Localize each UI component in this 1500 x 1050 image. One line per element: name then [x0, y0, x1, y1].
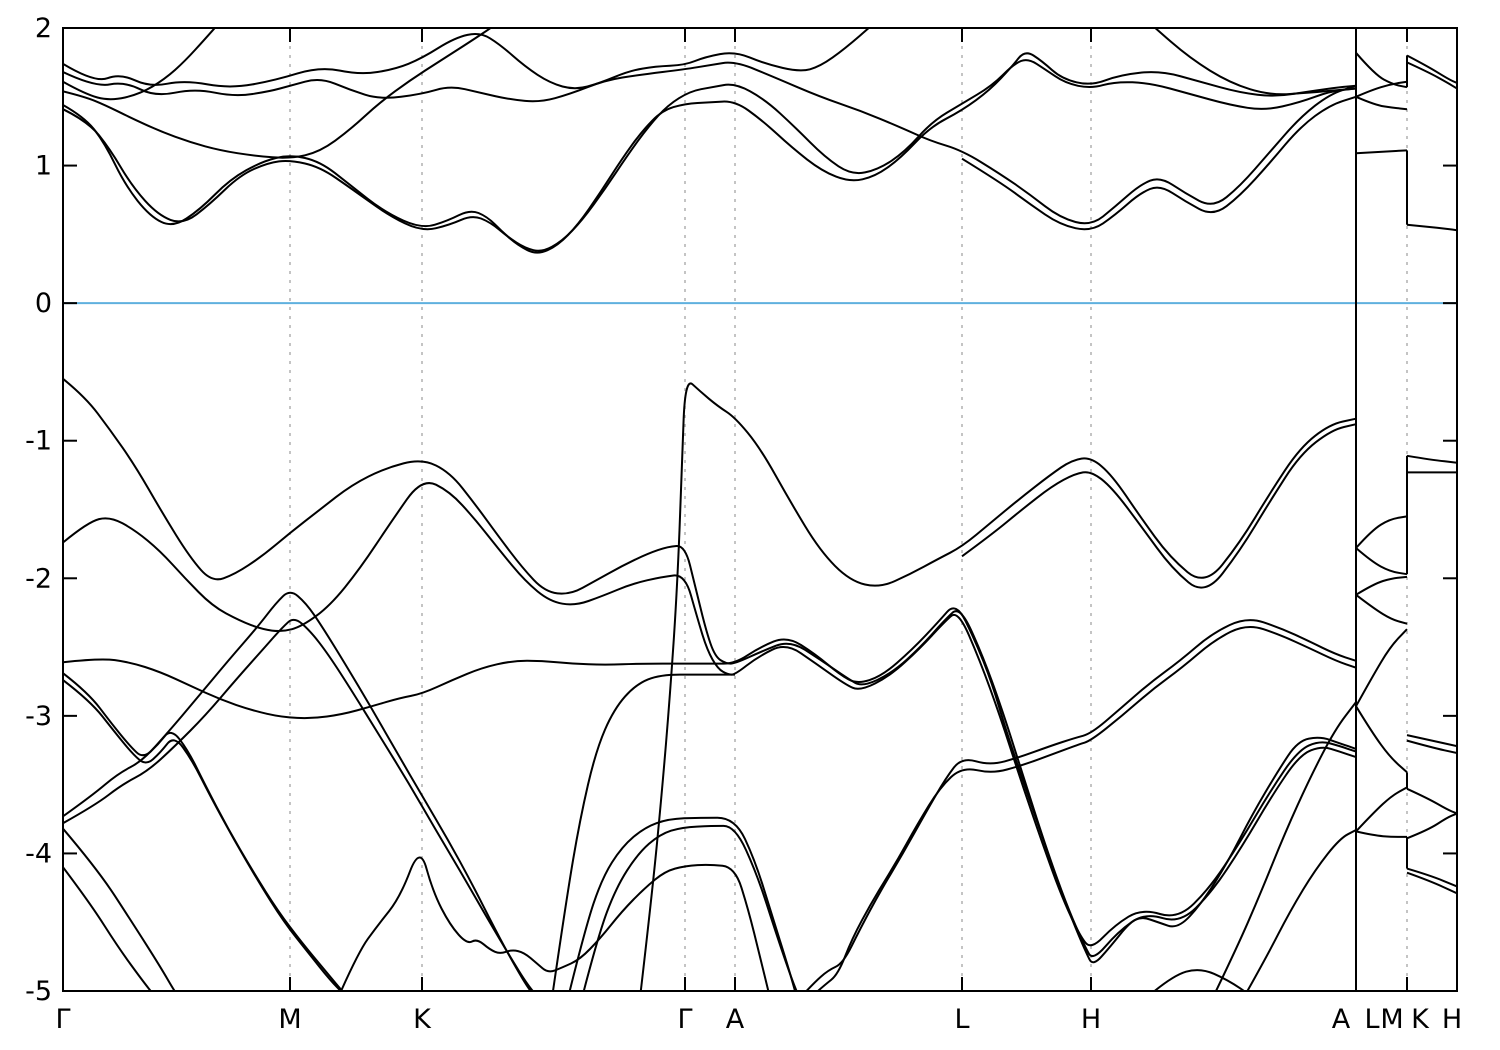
- band-KH-lens-up: [1406, 787, 1457, 815]
- band-val-riser-2: [568, 816, 797, 991]
- band-LM-top-1: [1355, 52, 1408, 89]
- band-val-peak: [639, 382, 1357, 991]
- band-LM-lens2-dn: [1355, 594, 1408, 625]
- band-val-1: [63, 378, 1357, 958]
- band-val-mpeak-2: [63, 618, 535, 991]
- y-axis-label: -2: [25, 563, 52, 594]
- y-axis-label: -1: [25, 426, 52, 457]
- x-axis-label-A: A: [726, 1004, 745, 1035]
- band-LM-diamond-up: [1355, 628, 1408, 707]
- band-LM-top-2a: [1355, 80, 1408, 98]
- band-val-mpeak-1: [63, 591, 532, 991]
- band-val-peak-2: [961, 423, 1357, 589]
- band-KH-step: [1406, 223, 1457, 232]
- band-val-U2: [1246, 829, 1357, 991]
- y-axis-label: -5: [25, 976, 52, 1007]
- band-val-riser-1: [551, 673, 735, 991]
- band-val-riser-3: [582, 824, 798, 991]
- band-cond-5: [63, 28, 493, 159]
- x-axis-label-Γ: Γ: [677, 1004, 692, 1035]
- band-val-R2: [816, 626, 1357, 991]
- band-LM-lens3-dn: [1355, 830, 1407, 838]
- band-cond-2: [63, 61, 1357, 225]
- band-KH-mid-2: [1406, 739, 1457, 754]
- band-val-deep-2: [63, 866, 152, 991]
- band-val-3: [63, 607, 1357, 964]
- y-axis-label: 1: [35, 151, 52, 182]
- band-KH-mid-1: [1406, 734, 1457, 748]
- band-LM-flat: [1355, 149, 1408, 155]
- x-axis-label-Γ: Γ: [55, 1004, 70, 1035]
- y-axis-label: 0: [35, 288, 52, 319]
- x-axis-label-L: L: [954, 1004, 969, 1035]
- y-axis-label: 2: [35, 13, 52, 44]
- band-KH-top-1: [1406, 54, 1457, 84]
- band-KH-lens-dn: [1406, 812, 1457, 840]
- band-LM-top-2b: [1355, 95, 1408, 111]
- band-KH-flat-1: [1406, 454, 1457, 464]
- band-LM-lens2-up: [1355, 575, 1408, 596]
- band-cond-4: [63, 28, 217, 101]
- x-axis-label-L: L: [1364, 1004, 1379, 1035]
- plot-border: [62, 27, 1458, 992]
- band-cond-7: [63, 59, 1357, 252]
- band-KH-bot-1: [1406, 867, 1457, 888]
- x-axis-label-A: A: [1332, 1004, 1351, 1035]
- band-LM-lens1-dn: [1355, 547, 1408, 576]
- y-axis-label: -3: [25, 701, 52, 732]
- band-val-U1: [1214, 701, 1357, 991]
- band-curves: [63, 28, 1457, 991]
- y-axis-label: -4: [25, 838, 52, 869]
- band-cond-3: [961, 95, 1357, 231]
- x-axis-label-K: K: [1411, 1004, 1430, 1035]
- band-val-R1: [805, 619, 1357, 991]
- x-axis-label-K: K: [413, 1004, 432, 1035]
- band-val-wiggle: [339, 856, 770, 991]
- band-cond-1: [63, 28, 1357, 96]
- band-LM-diamond-dn: [1355, 705, 1408, 774]
- band-LM-lens3-up: [1355, 786, 1408, 833]
- x-axis-label-M: M: [1380, 1004, 1403, 1035]
- x-axis-label-H: H: [1442, 1004, 1462, 1035]
- band-val-x-2: [63, 679, 343, 991]
- band-val-deep-1: [63, 828, 176, 991]
- band-KH-top-2: [1406, 61, 1457, 90]
- band-val-U0: [1153, 969, 1246, 991]
- band-val-2: [63, 482, 1357, 947]
- band-KH-bot-2: [1406, 871, 1457, 895]
- x-axis-label-M: M: [278, 1004, 301, 1035]
- band-LM-lens1-up: [1355, 515, 1408, 549]
- x-axis-label-H: H: [1081, 1004, 1101, 1035]
